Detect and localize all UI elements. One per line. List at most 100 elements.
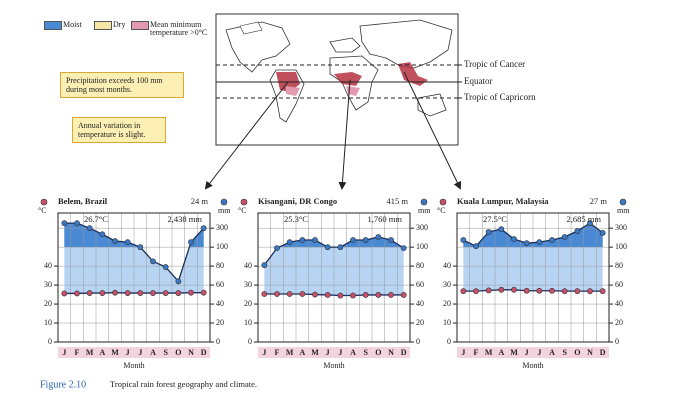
y2-tick-label: 20 xyxy=(416,318,424,327)
x-tick-label: J xyxy=(138,348,142,357)
precipitation-point xyxy=(312,237,318,243)
y2-tick-label: 80 xyxy=(216,261,224,270)
x-tick-label: M xyxy=(510,348,518,357)
precipitation-point xyxy=(400,245,407,251)
precipitation-point xyxy=(599,230,606,236)
x-tick-label: A xyxy=(299,348,305,357)
wet-area xyxy=(279,236,403,248)
precipitation-point xyxy=(61,220,68,227)
temperature-point xyxy=(150,290,156,296)
precipitation-point xyxy=(473,243,479,250)
y-tick-label: 20 xyxy=(44,299,52,308)
y2-tick-label: 40 xyxy=(416,299,424,308)
y2-tick-label: 40 xyxy=(216,299,224,308)
precipitation-point xyxy=(137,244,144,251)
x-tick-label: S xyxy=(163,348,168,357)
precipitation-point xyxy=(350,237,356,243)
x-tick-label: J xyxy=(326,348,330,357)
x-tick-label: M xyxy=(111,348,119,357)
x-tick-label: D xyxy=(600,348,606,357)
temperature-point xyxy=(523,287,530,294)
annotation: 1,760 mm xyxy=(368,214,403,224)
precipitation-point xyxy=(200,225,207,232)
note: Annual variation in temperature is sligh… xyxy=(72,117,166,143)
annotation: 25.3°C xyxy=(284,214,308,224)
y-tick-label: 0 xyxy=(447,337,451,346)
temperature-point xyxy=(286,291,293,297)
station-title: Belem, Brazil xyxy=(58,196,108,206)
x-tick-label: F xyxy=(474,348,479,357)
x-tick-label: A xyxy=(549,348,555,357)
precipitation-point xyxy=(162,264,169,270)
precipitation-point xyxy=(511,236,517,242)
temperature-point xyxy=(162,290,169,296)
x-axis-label: Month xyxy=(323,361,344,370)
annotation: 26.7°C xyxy=(84,214,108,224)
map-label: Equator xyxy=(464,76,493,86)
legend-label: Moist xyxy=(63,20,82,29)
station-title: Kisangani, DR Congo xyxy=(258,196,337,206)
wet-area xyxy=(64,223,204,248)
temperature-point xyxy=(61,290,68,297)
annotation: 2,438 mm xyxy=(168,214,203,224)
y-axis-label: °C xyxy=(38,206,47,215)
y-tick-label: 20 xyxy=(244,299,252,308)
precipitation-point xyxy=(561,234,568,240)
y2-tick-label: 300 xyxy=(216,223,228,232)
x-tick-label: J xyxy=(126,348,130,357)
wet-area xyxy=(463,223,603,248)
temperature-point xyxy=(400,292,407,298)
y-tick-label: 10 xyxy=(443,318,451,327)
precipitation-point xyxy=(324,244,331,251)
temperature-point xyxy=(299,291,306,297)
y2-axis-marker xyxy=(420,198,428,206)
x-tick-label: J xyxy=(262,348,266,357)
y2-tick-label: 80 xyxy=(615,261,623,270)
legend-label: Mean minimum temperature >0°C xyxy=(150,20,208,37)
note: Precipitation exceeds 100 mm during most… xyxy=(60,72,184,98)
temperature-point xyxy=(200,289,207,296)
month-band xyxy=(58,347,210,358)
x-tick-label: S xyxy=(363,348,368,357)
temperature-point xyxy=(86,290,93,296)
y2-axis-label: mm xyxy=(617,206,630,215)
temperature-point xyxy=(460,288,467,295)
x-tick-label: J xyxy=(525,348,529,357)
x-tick-label: J xyxy=(338,348,342,357)
x-tick-label: M xyxy=(286,348,294,357)
plot-frame xyxy=(57,212,211,343)
temperature-line xyxy=(64,292,204,295)
temperature-point xyxy=(324,292,331,298)
precipitation-point xyxy=(388,237,394,243)
precipitation-point xyxy=(86,225,93,232)
y2-tick-label: 0 xyxy=(615,337,619,346)
x-axis-label: Month xyxy=(522,361,543,370)
world-map: Tropic of Cancer Equator Tropic of Capri… xyxy=(215,13,536,146)
x-tick-label: A xyxy=(498,348,504,357)
y-tick-label: 20 xyxy=(443,299,451,308)
x-tick-label: J xyxy=(461,348,465,357)
y2-tick-label: 60 xyxy=(615,280,623,289)
temperature-point xyxy=(388,292,394,298)
precipitation-point xyxy=(362,237,369,243)
x-tick-label: F xyxy=(275,348,280,357)
x-tick-label: N xyxy=(188,348,194,357)
x-tick-label: F xyxy=(75,348,80,357)
y2-tick-label: 0 xyxy=(216,337,220,346)
y2-tick-label: 100 xyxy=(416,242,428,251)
map-label: Tropic of Cancer xyxy=(464,59,525,69)
precipitation-point xyxy=(150,258,156,265)
y2-tick-label: 0 xyxy=(416,337,420,346)
x-tick-label: J xyxy=(537,348,541,357)
y2-tick-label: 60 xyxy=(416,280,424,289)
y-tick-label: 30 xyxy=(443,280,451,289)
x-tick-label: S xyxy=(562,348,567,357)
legend-swatch xyxy=(94,21,112,30)
temperature-point xyxy=(350,292,356,299)
annotation: 27.5°C xyxy=(483,214,507,224)
temperature-point xyxy=(74,290,80,297)
temperature-point xyxy=(188,289,194,296)
temperature-point xyxy=(511,286,517,293)
